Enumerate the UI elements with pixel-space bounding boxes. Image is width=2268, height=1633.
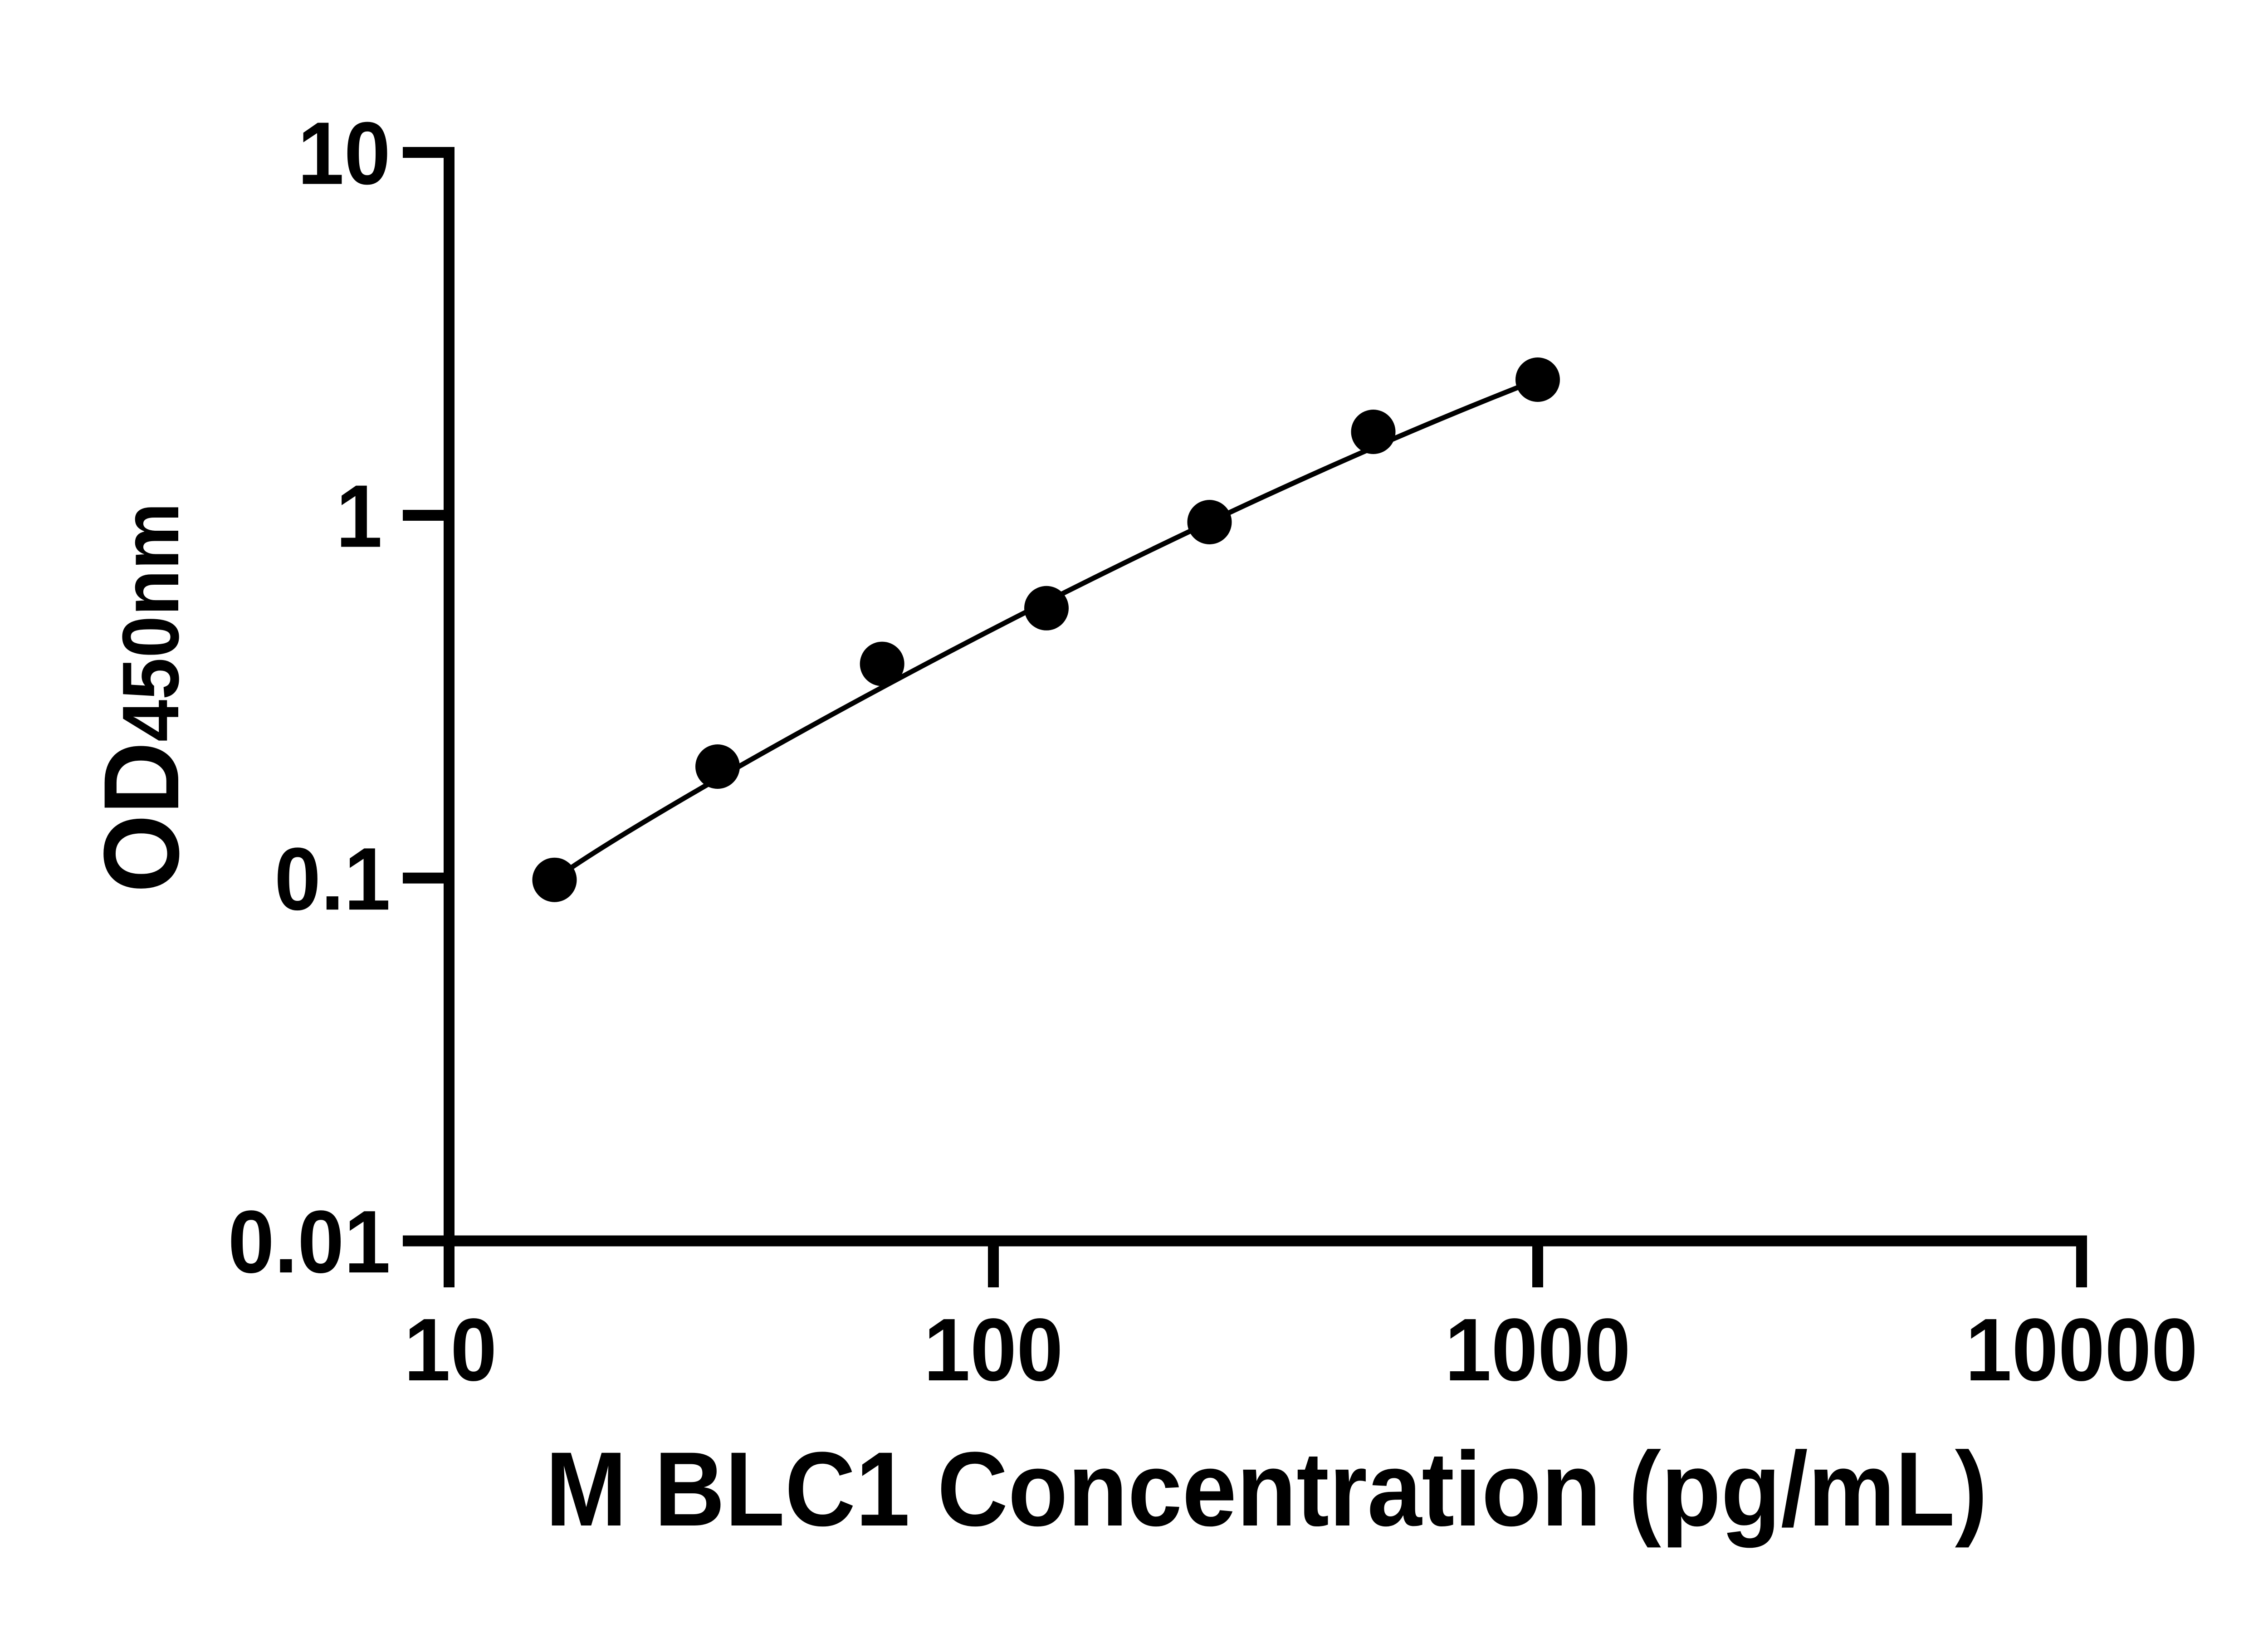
- svg-text:0.01: 0.01: [228, 1193, 391, 1291]
- svg-text:OD450nm: OD450nm: [82, 503, 201, 893]
- svg-text:0.1: 0.1: [274, 830, 391, 929]
- svg-text:M BLC1 Concentration (pg/mL): M BLC1 Concentration (pg/mL): [545, 1430, 1987, 1548]
- svg-text:10: 10: [404, 1301, 497, 1399]
- svg-text:10: 10: [298, 104, 391, 203]
- svg-text:10000: 10000: [1965, 1301, 2198, 1399]
- svg-text:1: 1: [336, 467, 382, 566]
- svg-text:100: 100: [924, 1301, 1063, 1399]
- svg-text:1000: 1000: [1445, 1301, 1631, 1399]
